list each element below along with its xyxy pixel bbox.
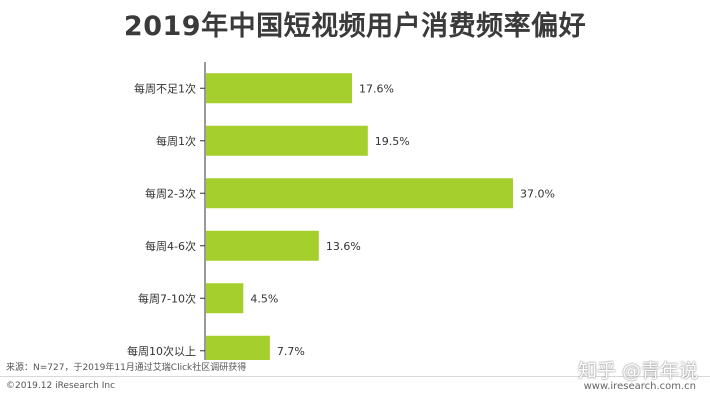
- data-label: 4.5%: [250, 292, 278, 305]
- source-note: 来源：N=727，于2019年11月通过艾瑞Click社区调研获得: [6, 363, 247, 373]
- category-label: 每周4-6次: [145, 239, 196, 253]
- bar: [206, 178, 513, 209]
- bar: [206, 335, 270, 360]
- bar: [206, 73, 353, 104]
- data-label: 19.5%: [375, 135, 410, 148]
- footer-divider: [0, 376, 710, 377]
- data-label: 17.6%: [359, 82, 394, 95]
- category-label: 每周10次以上: [127, 344, 196, 358]
- bar-chart: 每周不足1次 17.6% 每周1次 19.5% 每周2-3次 37.0% 每周4-6次 13.…: [127, 62, 555, 360]
- bar: [206, 230, 319, 261]
- watermark-text: 知乎 @青年说: [577, 360, 698, 382]
- category-label: 每周不足1次: [134, 81, 196, 95]
- copyright-text: ©2019.12 iResearch Inc: [6, 381, 116, 391]
- bar: [206, 125, 368, 156]
- data-label: 7.7%: [277, 345, 305, 358]
- data-label: 13.6%: [326, 240, 361, 253]
- bar: [206, 283, 244, 314]
- category-label: 每周1次: [156, 134, 196, 148]
- data-label: 37.0%: [520, 187, 555, 200]
- category-label: 每周7-10次: [138, 291, 196, 305]
- category-label: 每周2-3次: [145, 186, 196, 200]
- website-text: www.iresearch.com.cn: [583, 381, 696, 392]
- chart-title: 2019年中国短视频用户消费频率偏好: [123, 11, 587, 42]
